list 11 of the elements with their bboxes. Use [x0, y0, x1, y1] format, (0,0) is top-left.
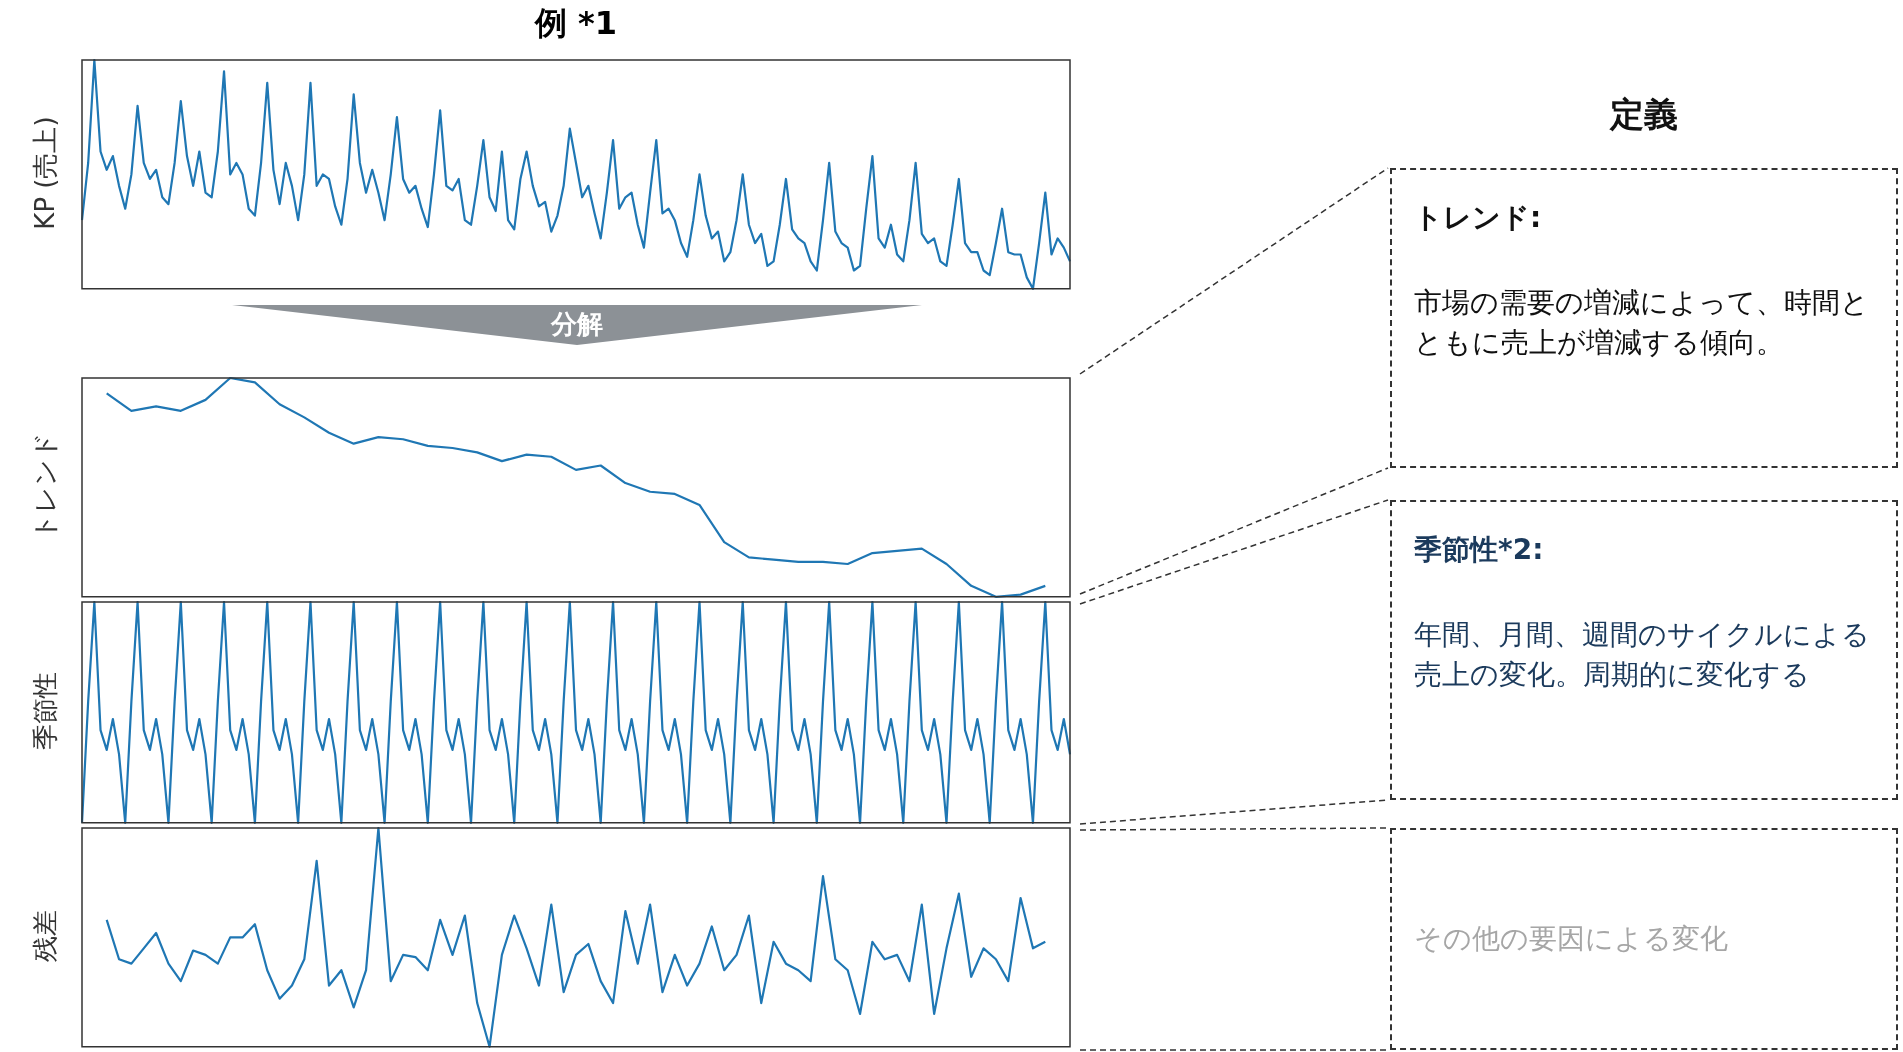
text: 年間、月間、週間のサイクルによる売上の変化。周期的に変化する [1414, 616, 1871, 694]
y-axis-title: 季節性 [29, 671, 61, 752]
text: トレンド: [1414, 200, 1543, 236]
text: 市場の需要の増減によって、時間とともに売上が増減する傾向。 [1414, 284, 1870, 362]
y-axis-title: KP (売上) [29, 115, 61, 232]
text: 季節性*2: [1414, 532, 1545, 568]
y-axis-title: 残差 [29, 909, 61, 964]
chart-title: 例 *1 [533, 3, 619, 44]
y-axis-title: トレンド [29, 431, 61, 542]
text: 定義 [1608, 93, 1679, 136]
text: その他の要因による変化 [1414, 920, 1729, 957]
